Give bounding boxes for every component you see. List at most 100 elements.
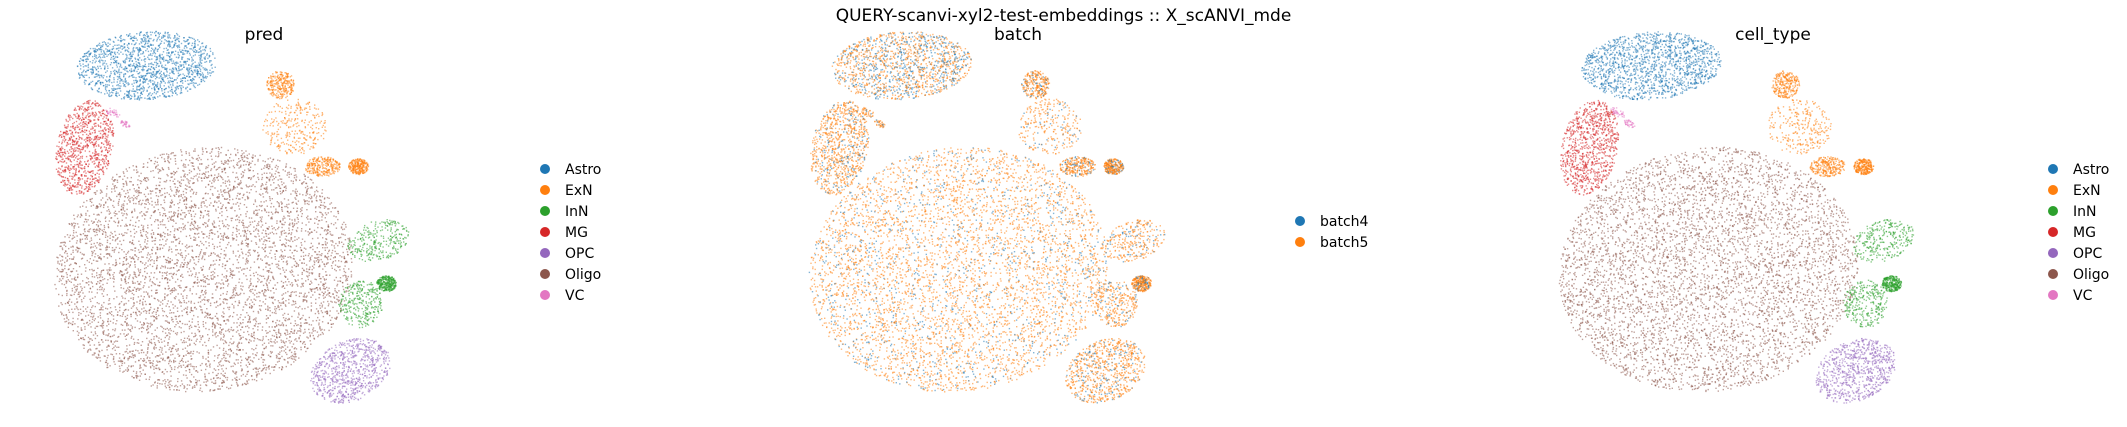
scatter-point [316,219,317,220]
scatter-point [249,217,250,218]
scatter-point [125,369,126,370]
scatter-point [192,257,193,258]
scatter-point [270,200,271,201]
scatter-point [171,249,172,250]
scatter-point [207,278,208,279]
scatter-point [246,353,247,354]
scatter-point [251,186,252,187]
scatter-point [248,379,249,380]
scatter-point [90,201,91,202]
scatter-point [201,309,202,310]
scatter-point [249,153,250,154]
scatter-point [306,209,307,210]
scatter-point [181,151,182,152]
scatter-point [217,319,218,320]
scatter-point [70,323,71,324]
scatter-point [148,343,149,344]
scatter-point [233,238,234,239]
scatter-point [177,168,178,169]
scatter-point [150,360,151,361]
scatter-point [209,267,210,268]
scatter-point [143,369,144,370]
scatter-point [227,188,228,189]
scatter-point [292,274,293,275]
scatter-point [198,272,199,273]
scatter-point [193,237,194,238]
scatter-point [158,355,159,356]
scatter-point [214,302,215,303]
scatter-point [185,151,186,152]
scatter-point [279,352,280,353]
scatter-point [154,221,155,222]
scatter-point [294,279,295,280]
scatter-point [205,322,206,323]
scatter-point [214,246,215,247]
scatter-point [103,270,104,271]
scatter-point [270,176,271,177]
scatter-point [215,227,216,228]
scatter-point [189,345,190,346]
scatter-point [214,389,215,390]
scatter-point [123,205,124,206]
scatter-point [163,266,164,267]
scatter-point [151,385,152,386]
scatter-point [281,309,282,310]
scatter-point [312,182,313,183]
scatter-point [186,153,187,154]
scatter-point [209,365,210,366]
scatter-point [245,326,246,327]
scatter-point [159,282,160,283]
scatter-point [345,272,346,273]
scatter-point [319,265,320,266]
scatter-point [103,256,104,257]
scatter-point [182,342,183,343]
scatter-point [157,202,158,203]
scatter-point [239,278,240,279]
scatter-point [206,236,207,237]
scatter-point [105,201,106,202]
scatter-point [164,236,165,237]
scatter-point [132,225,133,226]
scatter-point [58,269,59,270]
scatter-point [71,271,72,272]
scatter-point [233,341,234,342]
scatter-point [153,206,154,207]
scatter-point [266,315,267,316]
scatter-point [171,351,172,352]
scatter-point [284,186,285,187]
scatter-point [302,272,303,273]
scatter-point [72,246,73,247]
scatter-point [220,388,221,389]
scatter-point [265,230,266,231]
scatter-point [119,199,120,200]
scatter-point [345,280,346,281]
scatter-point [177,323,178,324]
scatter-point [81,290,82,291]
scatter-point [208,279,209,280]
scatter-point [198,297,199,298]
scatter-point [186,236,187,237]
scatter-point [113,335,114,336]
scatter-point [152,266,153,267]
scatter-point [150,260,151,261]
scatter-point [224,265,225,266]
scatter-point [136,196,137,197]
scatter-point [57,276,58,277]
scatter-point [268,282,269,283]
scatter-point [164,311,165,312]
scatter-point [186,247,187,248]
scatter-point [159,305,160,306]
scatter-point [86,235,87,236]
scatter-point [138,190,139,191]
scatter-point [144,268,145,269]
scatter-point [199,341,200,342]
scatter-point [236,314,237,315]
scatter-point [117,237,118,238]
scatter-point [216,377,217,378]
scatter-point [324,230,325,231]
scatter-point [227,285,228,286]
scatter-point [140,232,141,233]
scatter-point [193,182,194,183]
scatter-point [171,319,172,320]
scatter-point [205,200,206,201]
